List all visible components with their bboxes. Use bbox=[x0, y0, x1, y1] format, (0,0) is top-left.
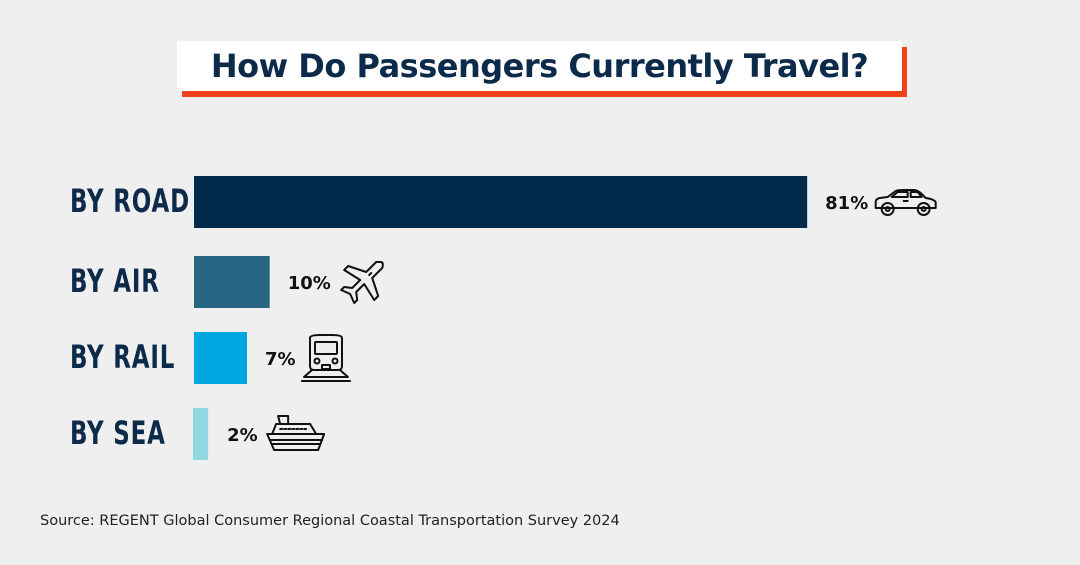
bar-by-air bbox=[194, 256, 270, 308]
source-note: Source: REGENT Global Consumer Regional … bbox=[40, 513, 620, 529]
bar-by-rail bbox=[194, 332, 247, 384]
category-label: BY ROAD bbox=[70, 182, 190, 220]
value-label: 10% bbox=[288, 273, 331, 294]
title-box: How Do Passengers Currently Travel? bbox=[177, 41, 902, 91]
title-banner: How Do Passengers Currently Travel? bbox=[177, 41, 907, 97]
bar-by-sea bbox=[193, 408, 209, 460]
value-label: 2% bbox=[227, 425, 258, 446]
value-label: 7% bbox=[265, 349, 296, 370]
value-label: 81% bbox=[825, 193, 868, 214]
category-label: BY SEA bbox=[70, 414, 166, 452]
ship-icon bbox=[266, 415, 326, 451]
category-label: BY RAIL bbox=[70, 338, 175, 376]
airplane-icon bbox=[340, 261, 384, 304]
car-icon bbox=[874, 189, 937, 216]
bar-by-road bbox=[194, 176, 808, 228]
train-icon bbox=[300, 334, 351, 382]
category-label: BY AIR bbox=[70, 262, 160, 300]
chart-title: How Do Passengers Currently Travel? bbox=[210, 47, 869, 85]
